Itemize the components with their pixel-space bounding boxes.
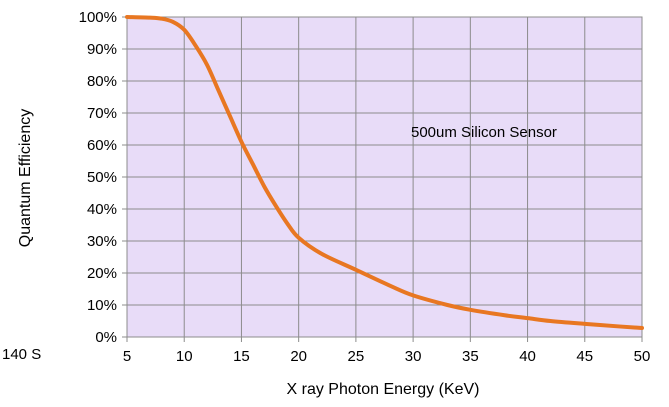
x-tick-label: 20 <box>290 348 307 365</box>
y-tick-label: 20% <box>87 265 117 282</box>
x-tick-label: 15 <box>233 348 250 365</box>
series-line <box>125 15 644 331</box>
y-tick-label: 40% <box>87 201 117 218</box>
y-tick-label: 90% <box>87 41 117 58</box>
x-tick-label: 25 <box>348 348 365 365</box>
y-tick-label: 70% <box>87 105 117 122</box>
x-tick-label: 45 <box>576 348 593 365</box>
y-tick-label: 0% <box>95 329 117 346</box>
y-axis-title: Quantum Efficiency <box>17 109 34 247</box>
y-tick-label: 100% <box>79 9 117 26</box>
series-group <box>125 15 644 331</box>
y-tick-label: 60% <box>87 137 117 154</box>
x-tick-label: 40 <box>519 348 536 365</box>
sensor-annotation: 500um Silicon Sensor <box>411 124 557 141</box>
x-tick-labels: 5 10 15 20 25 30 35 40 45 50 <box>123 348 651 365</box>
x-axis-title: X ray Photon Energy (KeV) <box>287 381 480 398</box>
x-tick-label: 35 <box>462 348 479 365</box>
y-tick-label: 30% <box>87 233 117 250</box>
y-tick-label: 80% <box>87 73 117 90</box>
x-tick-label: 50 <box>634 348 651 365</box>
x-tick-label: 5 <box>123 348 131 365</box>
y-tick-label: 10% <box>87 297 117 314</box>
y-tick-labels: 0% 10% 20% 30% 40% 50% 60% 70% 80% 90% 100% <box>79 9 117 346</box>
side-label: 140 S <box>2 346 41 363</box>
grid-lines <box>122 16 643 342</box>
x-tick-label: 30 <box>405 348 422 365</box>
x-tick-label: 10 <box>176 348 193 365</box>
y-tick-label: 50% <box>87 169 117 186</box>
